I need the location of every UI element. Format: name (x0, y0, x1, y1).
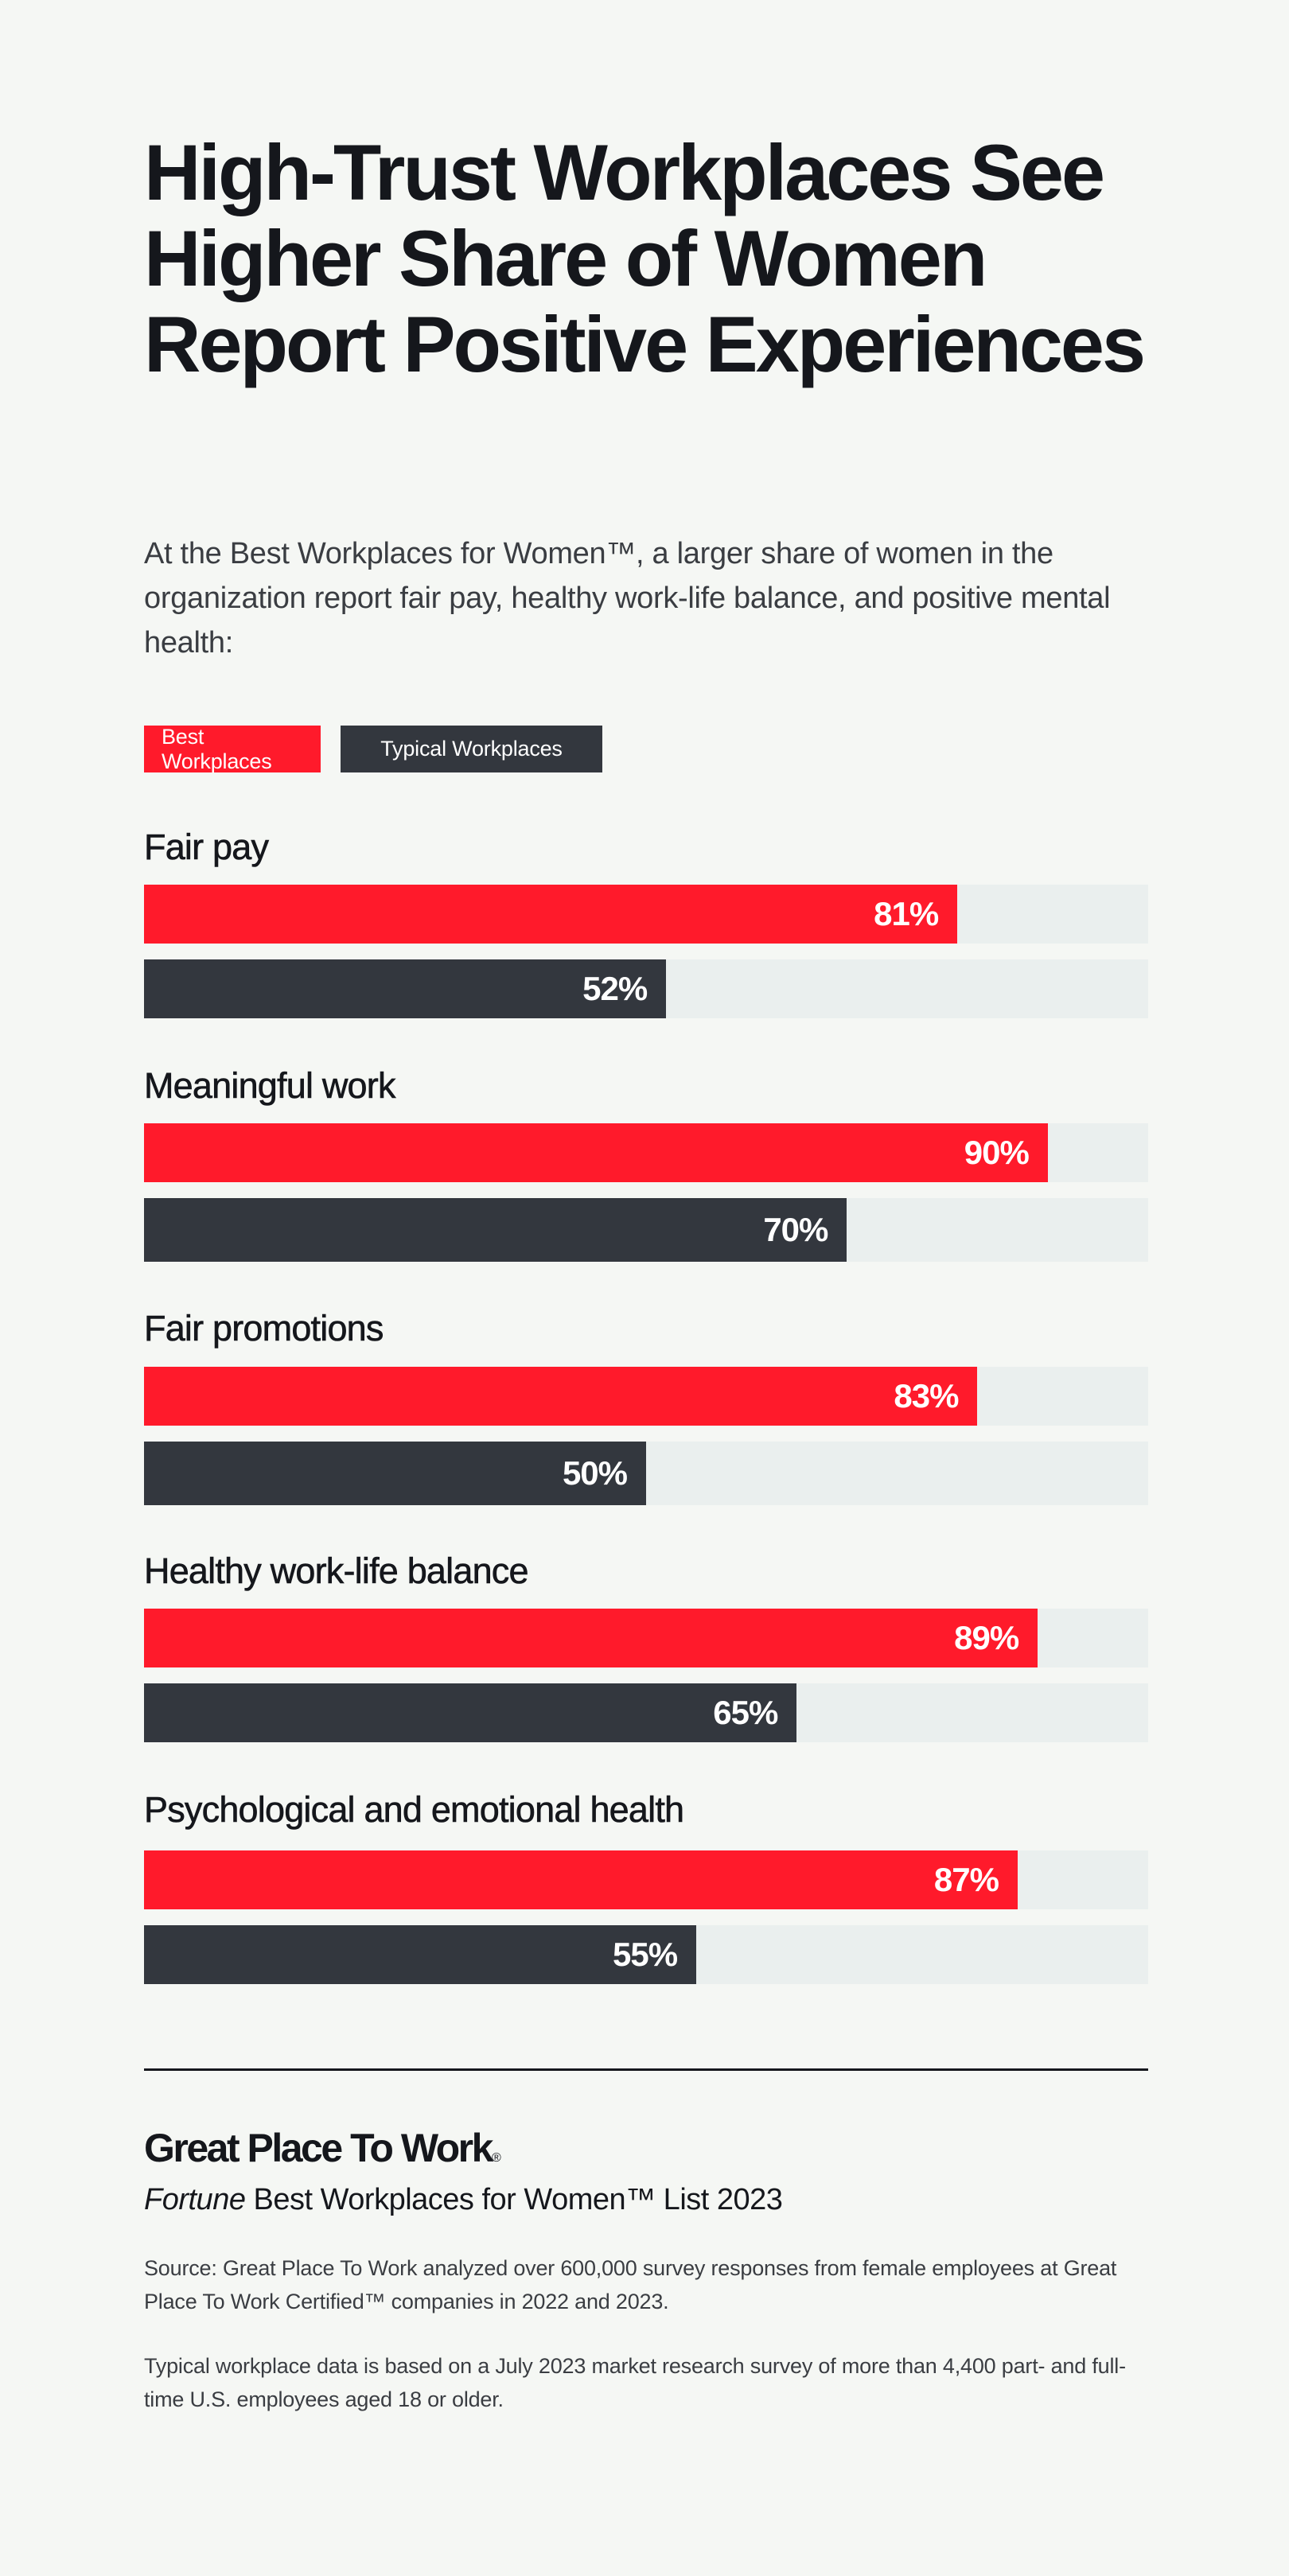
bar-best: 89% (144, 1609, 1038, 1667)
footer-divider (144, 2068, 1148, 2071)
logo-text: Great Place To Work (144, 2126, 493, 2170)
bar-track-typical: 65% (144, 1683, 1148, 1742)
bar-track-typical: 50% (144, 1442, 1148, 1505)
great-place-to-work-logo: Great Place To Work® (144, 2124, 501, 2182)
list-title-fortune: Fortune (144, 2183, 246, 2216)
bar-value: 81% (874, 895, 939, 932)
bar-track-typical: 55% (144, 1925, 1148, 1984)
bar-typical: 70% (144, 1198, 847, 1262)
group-label: Fair promotions (144, 1308, 384, 1348)
legend-typical-workplaces: Typical Workplaces (341, 726, 602, 772)
page-subtitle: At the Best Workplaces for Women™, a lar… (144, 537, 1111, 660)
bar-track-typical: 70% (144, 1198, 1148, 1262)
list-title: Fortune Best Workplaces for Women™ List … (144, 2180, 783, 2220)
bar-value: 83% (894, 1377, 959, 1414)
group-label: Healthy work-life balance (144, 1551, 529, 1591)
bar-best: 87% (144, 1850, 1018, 1909)
bar-group-work-life-balance: Healthy work-life balance 89% 65% (144, 1551, 1148, 1742)
bar-group-meaningful-work: Meaningful work 90% 70% (144, 1065, 1148, 1262)
bar-track-best: 90% (144, 1123, 1148, 1182)
bar-typical: 55% (144, 1925, 697, 1984)
bar-value: 52% (582, 970, 648, 1007)
bar-track-best: 83% (144, 1367, 1148, 1426)
group-label: Meaningful work (144, 1065, 396, 1106)
bar-group-fair-pay: Fair pay 81% 52% (144, 827, 1148, 1018)
bar-track-best: 89% (144, 1609, 1148, 1667)
bar-typical: 50% (144, 1442, 646, 1505)
legend-best-workplaces: Best Workplaces (144, 725, 321, 773)
bar-typical: 52% (144, 959, 667, 1018)
bar-typical: 65% (144, 1683, 797, 1742)
bar-best: 81% (144, 885, 958, 944)
list-title-rest: Best Workplaces for Women™ List 2023 (245, 2183, 783, 2216)
bar-track-best: 81% (144, 885, 1148, 944)
source-note: Source: Great Place To Work analyzed ove… (144, 2256, 1117, 2313)
group-label: Fair pay (144, 827, 270, 867)
bar-value: 90% (964, 1134, 1030, 1171)
page-title: High-Trust Workplaces See Higher Share o… (144, 128, 1146, 388)
bar-group-fair-promotions: Fair promotions 83% 50% (144, 1308, 1148, 1505)
chart-legend: Best Workplaces Typical Workplaces (144, 725, 602, 773)
bar-value: 55% (613, 1936, 678, 1973)
bar-track-typical: 52% (144, 959, 1148, 1018)
bar-value: 65% (713, 1694, 778, 1731)
bar-value: 70% (763, 1211, 828, 1248)
registered-mark-icon: ® (491, 2151, 501, 2165)
bar-value: 87% (933, 1861, 999, 1898)
bar-value: 50% (562, 1454, 628, 1492)
bar-best: 83% (144, 1367, 978, 1426)
group-label: Psychological and emotional health (144, 1789, 685, 1830)
typical-data-note: Typical workplace data is based on a Jul… (144, 2354, 1126, 2411)
bar-best: 90% (144, 1123, 1048, 1182)
bar-value: 89% (954, 1619, 1019, 1656)
bar-track-best: 87% (144, 1850, 1148, 1909)
bar-group-psychological-health: Psychological and emotional health 87% 5… (144, 1789, 1148, 1984)
